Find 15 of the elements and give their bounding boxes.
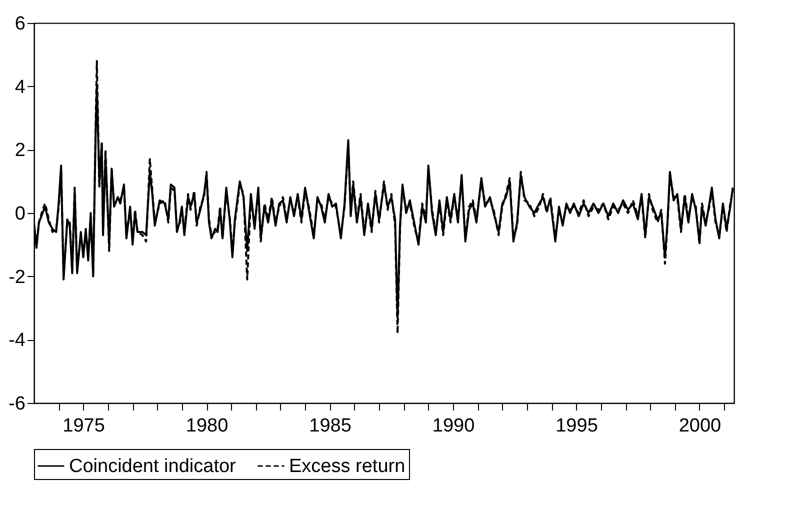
x-tick-label: 1985 (309, 416, 352, 436)
y-tick-label: 0 (14, 204, 26, 224)
x-tick-label: 1980 (186, 416, 228, 436)
x-tick-label: 1990 (432, 416, 475, 436)
y-tick-label: -6 (8, 394, 26, 414)
x-tick-label: 1995 (556, 416, 598, 436)
legend-label: Excess return (289, 456, 406, 477)
y-tick-label: 4 (14, 76, 26, 98)
y-tick-label: -4 (8, 330, 26, 352)
y-tick-label: 6 (14, 14, 26, 34)
x-tick-label: 2000 (678, 416, 722, 436)
legend-label: Coincident indicator (69, 456, 237, 477)
x-tick-label: 1975 (62, 416, 105, 436)
y-tick-label: -2 (8, 266, 26, 288)
y-tick-label: 2 (14, 140, 26, 162)
